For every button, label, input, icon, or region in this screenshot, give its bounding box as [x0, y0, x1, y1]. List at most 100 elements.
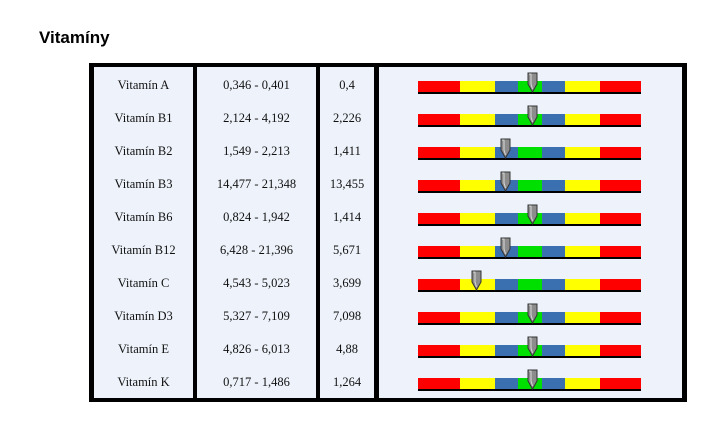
scale-segment-yellow: [460, 213, 495, 224]
reference-range: 4,543 - 5,023: [223, 276, 290, 290]
reference-range: 1,549 - 2,213: [223, 144, 290, 158]
value-column: 0,4 2,226 1,411 13,455 1,414 5,671 3,699 7,098 4…: [320, 67, 374, 398]
scale-segment-blue: [495, 279, 518, 290]
level-marker-icon: [527, 204, 538, 225]
measured-value: 4,88: [336, 342, 358, 356]
scale-segment-green: [518, 246, 542, 257]
scale-segment-red: [600, 279, 641, 290]
level-marker-icon: [500, 138, 511, 159]
scale-segment-red: [600, 345, 641, 356]
vitamin-name: Vitamín B2: [114, 144, 173, 158]
scale-segment-blue: [542, 180, 565, 191]
reference-range: 2,124 - 4,192: [223, 111, 290, 125]
scale-segment-blue: [542, 81, 565, 92]
level-marker-icon: [527, 303, 538, 324]
scale-segment-red: [418, 279, 460, 290]
scale-segment-blue: [495, 213, 518, 224]
measured-value: 5,671: [332, 243, 362, 257]
vitamin-name: Vitamín B1: [114, 111, 173, 125]
scale-segment-red: [418, 180, 460, 191]
scale-column: [379, 67, 682, 398]
scale-segment-blue: [542, 147, 565, 158]
scale-segment-blue: [542, 312, 565, 323]
scale-segment-yellow: [565, 312, 600, 323]
scale-segment-blue: [542, 114, 565, 125]
scale-segment-yellow: [460, 345, 495, 356]
measured-value: 2,226: [332, 111, 362, 125]
level-marker-icon: [500, 171, 511, 192]
scale-segment-blue: [495, 81, 518, 92]
scale-segment-yellow: [565, 345, 600, 356]
scale-segment-red: [418, 114, 460, 125]
scale-bar: [418, 246, 641, 259]
level-marker-icon: [471, 270, 482, 291]
measured-value: 0,4: [339, 78, 355, 92]
scale-segment-yellow: [460, 180, 495, 191]
scale-segment-yellow: [565, 378, 600, 389]
scale-segment-red: [600, 147, 641, 158]
scale-segment-blue: [542, 279, 565, 290]
scale-segment-green: [518, 147, 542, 158]
scale-segment-yellow: [565, 147, 600, 158]
vitamin-table: Vitamín A Vitamín B1 Vitamín B2 Vitamín B3 V…: [89, 63, 687, 402]
measured-value: 1,411: [333, 144, 361, 158]
level-marker-icon: [527, 336, 538, 357]
scale-segment-red: [418, 147, 460, 158]
vitamin-name: Vitamín B6: [114, 210, 173, 224]
scale-segment-blue: [495, 312, 518, 323]
scale-segment-yellow: [460, 246, 495, 257]
level-marker-icon: [527, 105, 538, 126]
name-column: Vitamín A Vitamín B1 Vitamín B2 Vitamín B3 V…: [94, 67, 193, 398]
scale-segment-yellow: [565, 279, 600, 290]
reference-range: 14,477 - 21,348: [216, 177, 297, 191]
scale-bar: [418, 279, 641, 292]
scale-segment-red: [600, 213, 641, 224]
scale-segment-blue: [495, 378, 518, 389]
scale-segment-blue: [542, 213, 565, 224]
reference-range: 0,346 - 0,401: [223, 78, 290, 92]
scale-segment-yellow: [460, 312, 495, 323]
scale-segment-red: [418, 81, 460, 92]
scale-segment-yellow: [565, 81, 600, 92]
scale-bar: [418, 147, 641, 160]
scale-segment-red: [418, 312, 460, 323]
level-marker-icon: [527, 72, 538, 93]
reference-range: 4,826 - 6,013: [223, 342, 290, 356]
reference-range: 0,824 - 1,942: [223, 210, 290, 224]
level-marker-icon: [527, 369, 538, 390]
reference-range: 6,428 - 21,396: [220, 243, 293, 257]
scale-segment-red: [600, 246, 641, 257]
level-marker-icon: [500, 237, 511, 258]
scale-segment-blue: [542, 246, 565, 257]
scale-segment-red: [600, 378, 641, 389]
scale-segment-blue: [495, 345, 518, 356]
reference-range: 5,327 - 7,109: [223, 309, 290, 323]
scale-segment-red: [600, 81, 641, 92]
scale-segment-red: [418, 213, 460, 224]
scale-segment-red: [600, 312, 641, 323]
range-column: 0,346 - 0,401 2,124 - 4,192 1,549 - 2,213 1…: [197, 67, 316, 398]
reference-range: 0,717 - 1,486: [223, 375, 290, 389]
scale-segment-green: [518, 279, 542, 290]
page-title: Vitamíny: [39, 28, 110, 47]
vitamin-name: Vitamín B12: [111, 243, 176, 257]
vitamin-name: Vitamín A: [117, 78, 170, 92]
measured-value: 1,414: [332, 210, 362, 224]
scale-segment-blue: [542, 378, 565, 389]
scale-segment-yellow: [565, 180, 600, 191]
scale-segment-red: [418, 378, 460, 389]
measured-value: 1,264: [332, 375, 362, 389]
scale-segment-yellow: [460, 147, 495, 158]
vitamin-name: Vitamín K: [117, 375, 170, 389]
scale-segment-yellow: [565, 114, 600, 125]
scale-segment-blue: [542, 345, 565, 356]
vitamin-name: Vitamín C: [117, 276, 170, 290]
scale-segment-red: [600, 114, 641, 125]
scale-segment-yellow: [460, 378, 495, 389]
scale-segment-red: [418, 345, 460, 356]
scale-segment-red: [600, 180, 641, 191]
vitamin-name: Vitamín B3: [114, 177, 173, 191]
scale-bar: [418, 180, 641, 193]
measured-value: 3,699: [332, 276, 362, 290]
measured-value: 7,098: [332, 309, 362, 323]
